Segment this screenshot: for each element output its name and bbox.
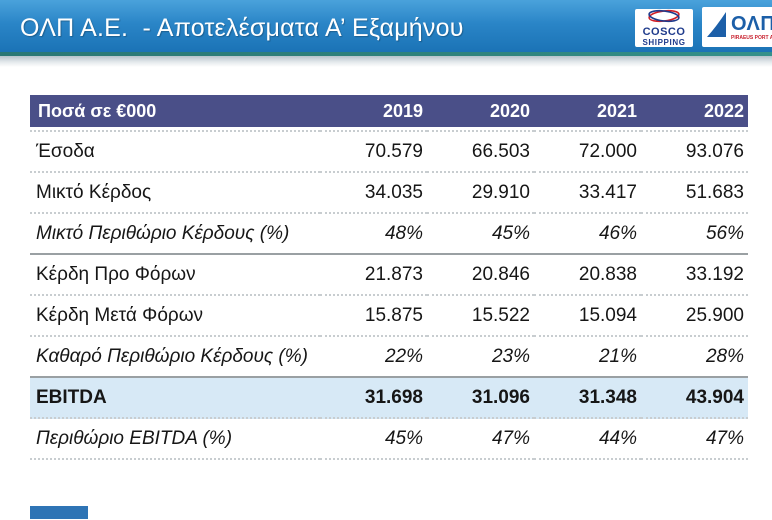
table-row: Περιθώριο EBITDA (%) 45% 47% 44% 47% bbox=[30, 419, 748, 460]
row-value-2021: 44% bbox=[534, 419, 641, 460]
row-value-2021: 72.000 bbox=[534, 130, 641, 173]
row-value-2022: 28% bbox=[641, 337, 748, 378]
year-column-header-2019: 2019 bbox=[320, 95, 427, 130]
row-label: Μικτό Κέρδος bbox=[30, 173, 320, 214]
table-row: Μικτό Κέρδος 34.035 29.910 33.417 51.683 bbox=[30, 173, 748, 214]
row-value-2020: 45% bbox=[427, 214, 534, 255]
row-value-2022: 47% bbox=[641, 419, 748, 460]
footer-accent-bar bbox=[30, 506, 88, 519]
year-column-header-2021: 2021 bbox=[534, 95, 641, 130]
olp-logo: ΟΛΠ PIRAEUS PORT AUTHORITY S.A. bbox=[702, 7, 772, 47]
row-label: EBITDA bbox=[30, 378, 320, 419]
row-value-2020: 31.096 bbox=[427, 378, 534, 419]
cosco-shipping-logo: COSCO SHIPPING bbox=[635, 9, 693, 47]
financial-results-table: Ποσά σε €000 2019 2020 2021 2022 Έσοδα 7… bbox=[30, 95, 748, 460]
year-column-header-2022: 2022 bbox=[641, 95, 748, 130]
slide-title-bar: ΟΛΠ Α.Ε. - Αποτελέσματα Α’ Εξαμήνου COSC… bbox=[0, 0, 772, 52]
table-header-amounts-label: Ποσά σε €000 bbox=[30, 95, 320, 130]
row-value-2022: 33.192 bbox=[641, 255, 748, 296]
row-value-2022: 56% bbox=[641, 214, 748, 255]
row-value-2019: 22% bbox=[320, 337, 427, 378]
row-value-2022: 51.683 bbox=[641, 173, 748, 214]
row-value-2022: 43.904 bbox=[641, 378, 748, 419]
row-value-2022: 93.076 bbox=[641, 130, 748, 173]
row-label: Έσοδα bbox=[30, 130, 320, 173]
row-value-2021: 15.094 bbox=[534, 296, 641, 337]
slide-title: ΟΛΠ Α.Ε. - Αποτελέσματα Α’ Εξαμήνου bbox=[20, 13, 464, 42]
row-label: Κέρδη Μετά Φόρων bbox=[30, 296, 320, 337]
row-value-2020: 66.503 bbox=[427, 130, 534, 173]
row-value-2020: 29.910 bbox=[427, 173, 534, 214]
row-value-2021: 20.838 bbox=[534, 255, 641, 296]
row-value-2020: 47% bbox=[427, 419, 534, 460]
cosco-globe-icon bbox=[647, 9, 681, 27]
row-label: Περιθώριο EBITDA (%) bbox=[30, 419, 320, 460]
row-label: Μικτό Περιθώριο Κέρδους (%) bbox=[30, 214, 320, 255]
row-value-2019: 15.875 bbox=[320, 296, 427, 337]
row-value-2021: 46% bbox=[534, 214, 641, 255]
table-row: Κέρδη Προ Φόρων 21.873 20.846 20.838 33.… bbox=[30, 255, 748, 296]
cosco-logo-subtext: SHIPPING bbox=[642, 38, 686, 47]
row-label: Κέρδη Προ Φόρων bbox=[30, 255, 320, 296]
row-value-2022: 25.900 bbox=[641, 296, 748, 337]
row-value-2019: 21.873 bbox=[320, 255, 427, 296]
table-row: EBITDA 31.698 31.096 31.348 43.904 bbox=[30, 378, 748, 419]
table-row: Κέρδη Μετά Φόρων 15.875 15.522 15.094 25… bbox=[30, 296, 748, 337]
row-value-2020: 15.522 bbox=[427, 296, 534, 337]
cosco-logo-text: COSCO bbox=[642, 26, 686, 38]
olp-logo-subtext: PIRAEUS PORT AUTHORITY S.A. bbox=[731, 34, 772, 41]
row-value-2019: 45% bbox=[320, 419, 427, 460]
row-value-2020: 23% bbox=[427, 337, 534, 378]
row-value-2020: 20.846 bbox=[427, 255, 534, 296]
title-bar-shadow bbox=[0, 56, 772, 67]
table-row: Μικτό Περιθώριο Κέρδους (%) 48% 45% 46% … bbox=[30, 214, 748, 255]
row-value-2019: 48% bbox=[320, 214, 427, 255]
row-value-2021: 33.417 bbox=[534, 173, 641, 214]
row-value-2019: 70.579 bbox=[320, 130, 427, 173]
title-accent-line bbox=[0, 52, 772, 56]
year-column-header-2020: 2020 bbox=[427, 95, 534, 130]
table-row: Έσοδα 70.579 66.503 72.000 93.076 bbox=[30, 130, 748, 173]
table-header-row: Ποσά σε €000 2019 2020 2021 2022 bbox=[30, 95, 748, 130]
row-value-2019: 34.035 bbox=[320, 173, 427, 214]
olp-sail-icon bbox=[706, 11, 728, 43]
row-value-2021: 21% bbox=[534, 337, 641, 378]
row-value-2019: 31.698 bbox=[320, 378, 427, 419]
olp-logo-text: ΟΛΠ bbox=[731, 12, 772, 35]
row-value-2021: 31.348 bbox=[534, 378, 641, 419]
table-row: Καθαρό Περιθώριο Κέρδους (%) 22% 23% 21%… bbox=[30, 337, 748, 378]
row-label: Καθαρό Περιθώριο Κέρδους (%) bbox=[30, 337, 320, 378]
